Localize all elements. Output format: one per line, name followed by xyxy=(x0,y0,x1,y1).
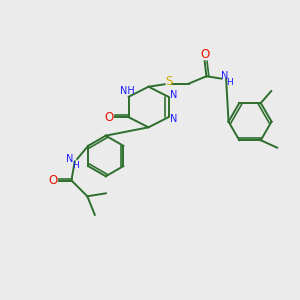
Text: H: H xyxy=(226,78,233,87)
Text: O: O xyxy=(104,111,113,124)
Text: N: N xyxy=(221,71,228,81)
Text: O: O xyxy=(200,48,209,61)
Text: S: S xyxy=(165,75,172,88)
Text: N: N xyxy=(66,154,73,164)
Text: N: N xyxy=(169,90,177,100)
Text: H: H xyxy=(73,161,80,170)
Text: O: O xyxy=(48,174,57,187)
Text: N: N xyxy=(169,114,177,124)
Text: NH: NH xyxy=(120,86,135,97)
